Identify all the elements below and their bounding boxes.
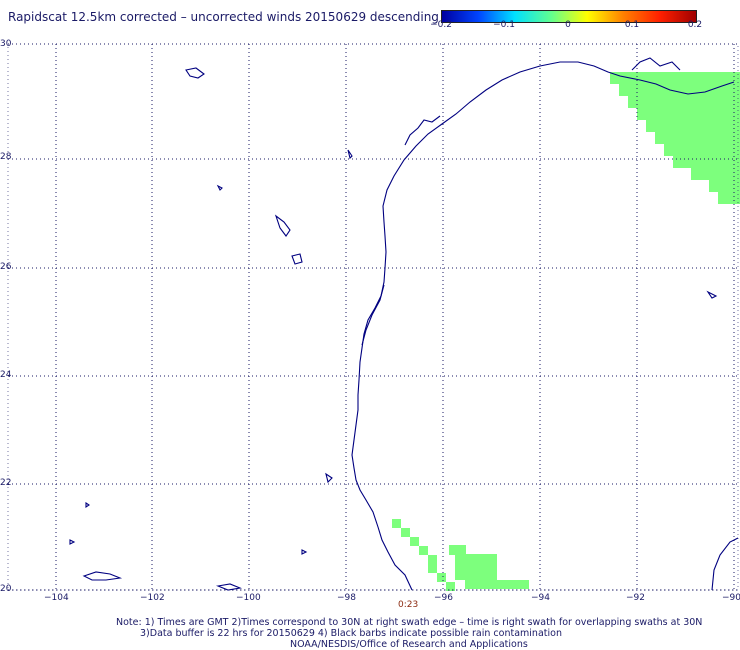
- swath-time-label: 0:23: [398, 600, 419, 610]
- wind-diff-cell: [410, 537, 419, 546]
- island: [82, 571, 123, 581]
- wind-swath-cells: [392, 72, 740, 591]
- island: [347, 149, 353, 160]
- map-title: Rapidscat 12.5km corrected – uncorrected…: [8, 10, 439, 24]
- map-frame: [7, 43, 739, 591]
- lon-label: −90: [722, 593, 740, 603]
- wind-diff-cell: [455, 554, 497, 580]
- colorbar-tick: −0.1: [493, 20, 515, 30]
- lon-label: −98: [337, 593, 356, 603]
- yucatan-coast: [711, 537, 739, 591]
- colorbar-tick: −0.2: [430, 20, 452, 30]
- wind-diff-cell: [646, 120, 740, 132]
- wind-diff-cell: [428, 555, 437, 564]
- island: [216, 184, 223, 191]
- island: [185, 67, 205, 79]
- wind-diff-cell: [637, 108, 740, 120]
- lat-label: 24: [0, 370, 12, 380]
- colorbar-tick: 0.2: [687, 20, 703, 30]
- island: [274, 214, 291, 237]
- wind-diff-cell: [718, 192, 740, 204]
- island: [215, 583, 243, 591]
- wind-diff-cell: [419, 546, 428, 555]
- island: [69, 539, 76, 545]
- island: [301, 549, 308, 555]
- colorbar: [441, 10, 697, 23]
- wind-diff-cell: [401, 528, 410, 537]
- lat-label: 22: [0, 478, 12, 488]
- wind-diff-cell: [437, 573, 446, 582]
- wind-diff-cell: [392, 519, 401, 528]
- island: [291, 253, 303, 265]
- lat-label: 30: [0, 39, 12, 49]
- colorbar-tick: 0.1: [624, 20, 640, 30]
- note-line-1: Note: 1) Times are GMT 2)Times correspon…: [116, 617, 703, 628]
- lon-label: −92: [626, 593, 645, 603]
- island: [325, 472, 333, 484]
- island: [85, 501, 90, 509]
- wind-diff-cell: [446, 582, 455, 591]
- bay-inlet: [404, 115, 441, 146]
- lon-label: −100: [236, 593, 261, 603]
- note-line-2: 3)Data buffer is 22 hrs for 20150629 4) …: [140, 628, 562, 639]
- wind-diff-cell: [619, 84, 740, 96]
- gulf-coastline: [351, 61, 735, 591]
- lat-label: 20: [0, 584, 12, 594]
- lon-label: −104: [44, 593, 69, 603]
- wind-diff-cell: [428, 564, 437, 573]
- wind-diff-cell: [673, 156, 740, 168]
- lat-lon-grid: [8, 43, 738, 591]
- coastline: [69, 57, 739, 591]
- wind-diff-cell: [628, 96, 740, 108]
- bay-inlet: [631, 57, 681, 71]
- wind-diff-cell: [691, 168, 740, 180]
- wind-diff-cell: [465, 580, 529, 589]
- lon-label: −96: [434, 593, 453, 603]
- note-line-3: NOAA/NESDIS/Office of Research and Appli…: [290, 639, 528, 650]
- lon-label: −102: [140, 593, 165, 603]
- wind-diff-cell: [655, 132, 740, 144]
- wind-diff-cell: [664, 144, 740, 156]
- lat-label: 26: [0, 262, 12, 272]
- lat-label: 28: [0, 152, 12, 162]
- barrier-island: [361, 284, 385, 346]
- wind-diff-cell: [449, 545, 466, 555]
- colorbar-tick: 0: [565, 20, 571, 30]
- lon-label: −94: [531, 593, 550, 603]
- wind-diff-cell: [709, 180, 740, 192]
- island: [706, 290, 718, 299]
